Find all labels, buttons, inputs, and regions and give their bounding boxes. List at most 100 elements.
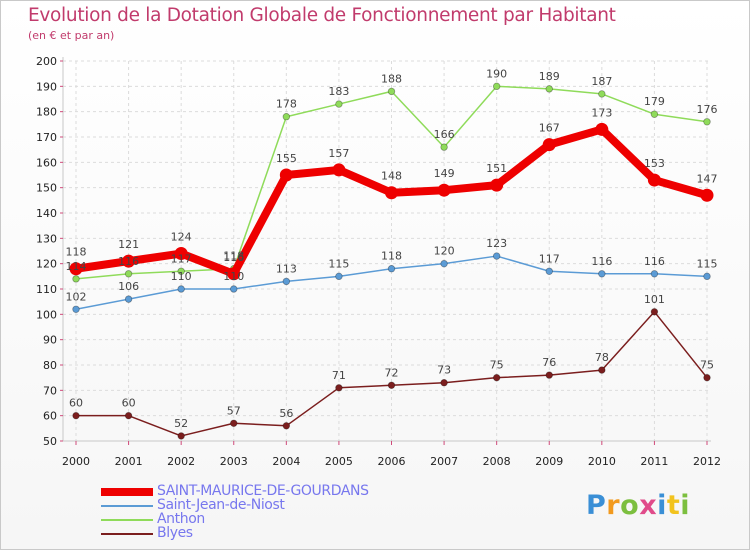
- data-point: [122, 254, 136, 268]
- data-label: 114: [66, 260, 87, 273]
- data-label: 166: [434, 128, 455, 141]
- data-label: 117: [171, 252, 192, 265]
- data-point: [492, 373, 501, 382]
- data-label: 187: [591, 75, 612, 88]
- data-label: 179: [644, 95, 665, 108]
- legend-label: Anthon: [157, 511, 205, 527]
- data-point: [124, 270, 133, 278]
- y-tick-label: 80: [43, 359, 57, 372]
- data-label: 73: [437, 364, 451, 377]
- data-label: 153: [644, 157, 665, 170]
- data-label: 57: [227, 404, 241, 417]
- x-tick-label: 2010: [588, 455, 616, 468]
- data-label: 189: [539, 70, 560, 83]
- data-label: 71: [332, 369, 346, 382]
- data-point: [650, 270, 659, 278]
- y-tick-label: 140: [36, 207, 57, 220]
- data-label: 113: [276, 262, 297, 275]
- x-tick-label: 2008: [483, 455, 511, 468]
- data-point: [72, 275, 80, 283]
- data-label: 147: [697, 172, 718, 185]
- legend-swatch: [101, 505, 153, 507]
- y-tick-label: 190: [36, 80, 57, 93]
- data-label: 75: [490, 359, 504, 372]
- data-point: [703, 373, 711, 382]
- data-label: 52: [174, 417, 188, 430]
- data-label: 110: [223, 270, 244, 283]
- data-label: 124: [171, 231, 192, 244]
- x-tick-label: 2002: [167, 455, 195, 468]
- data-label: 75: [700, 359, 714, 372]
- data-point: [335, 272, 343, 281]
- data-label: 167: [539, 122, 560, 135]
- data-point: [545, 267, 553, 275]
- y-tick-label: 60: [43, 410, 57, 423]
- data-point: [279, 168, 293, 182]
- data-point: [437, 183, 451, 197]
- y-tick-label: 170: [36, 131, 57, 144]
- data-point: [595, 122, 609, 136]
- data-point: [387, 87, 396, 96]
- y-tick-label: 180: [36, 106, 57, 119]
- x-tick-label: 2004: [272, 455, 300, 468]
- data-label: 121: [118, 238, 139, 251]
- data-point: [282, 422, 291, 430]
- chart-title: Evolution de la Dotation Globale de Fonc…: [28, 5, 616, 26]
- data-point: [124, 295, 133, 303]
- proxiti-logo: Proxiti: [586, 490, 691, 521]
- data-point: [282, 277, 291, 286]
- data-label: 76: [542, 356, 556, 369]
- x-tick-label: 2005: [325, 455, 353, 468]
- x-tick-label: 2003: [220, 455, 248, 468]
- data-label: 106: [118, 280, 139, 293]
- data-label: 60: [69, 397, 83, 410]
- y-tick-label: 50: [43, 435, 57, 448]
- data-label: 56: [279, 407, 293, 420]
- y-tick-label: 90: [43, 334, 57, 347]
- data-point: [703, 118, 711, 126]
- data-label: 72: [385, 366, 399, 379]
- data-point: [282, 113, 291, 121]
- chart-subtitle: (en € et par an): [28, 29, 115, 42]
- data-point: [72, 305, 80, 313]
- data-label: 173: [591, 106, 612, 119]
- x-tick-label: 2006: [378, 455, 406, 468]
- data-label: 190: [486, 67, 507, 80]
- legend-swatch: [101, 488, 153, 496]
- data-label: 188: [381, 72, 402, 85]
- data-label: 60: [122, 397, 136, 410]
- data-label: 102: [66, 290, 87, 303]
- data-point: [335, 384, 343, 392]
- data-label: 120: [434, 245, 455, 258]
- data-label: 110: [171, 270, 192, 283]
- data-point: [177, 285, 185, 293]
- data-point: [177, 432, 185, 440]
- y-tick-label: 120: [36, 258, 57, 271]
- data-label: 118: [223, 250, 244, 263]
- y-tick-label: 100: [36, 308, 57, 321]
- data-point: [545, 85, 553, 93]
- data-label: 118: [381, 250, 402, 263]
- y-tick-label: 70: [43, 384, 57, 397]
- data-point: [335, 100, 343, 108]
- y-tick-label: 160: [36, 156, 57, 169]
- data-point: [492, 252, 501, 260]
- data-label: 178: [276, 98, 297, 111]
- y-tick-label: 130: [36, 232, 57, 245]
- data-point: [650, 308, 659, 316]
- data-point: [492, 82, 501, 91]
- data-point: [387, 381, 396, 389]
- data-point: [230, 285, 238, 293]
- data-label: 115: [328, 257, 349, 270]
- data-label: 176: [697, 103, 718, 116]
- data-point: [598, 270, 606, 278]
- data-point: [332, 163, 346, 177]
- data-label: 149: [434, 167, 455, 180]
- data-label: 116: [223, 251, 244, 264]
- y-tick-label: 200: [36, 55, 57, 68]
- data-point: [650, 110, 659, 118]
- data-point: [227, 267, 241, 281]
- y-tick-label: 150: [36, 182, 57, 195]
